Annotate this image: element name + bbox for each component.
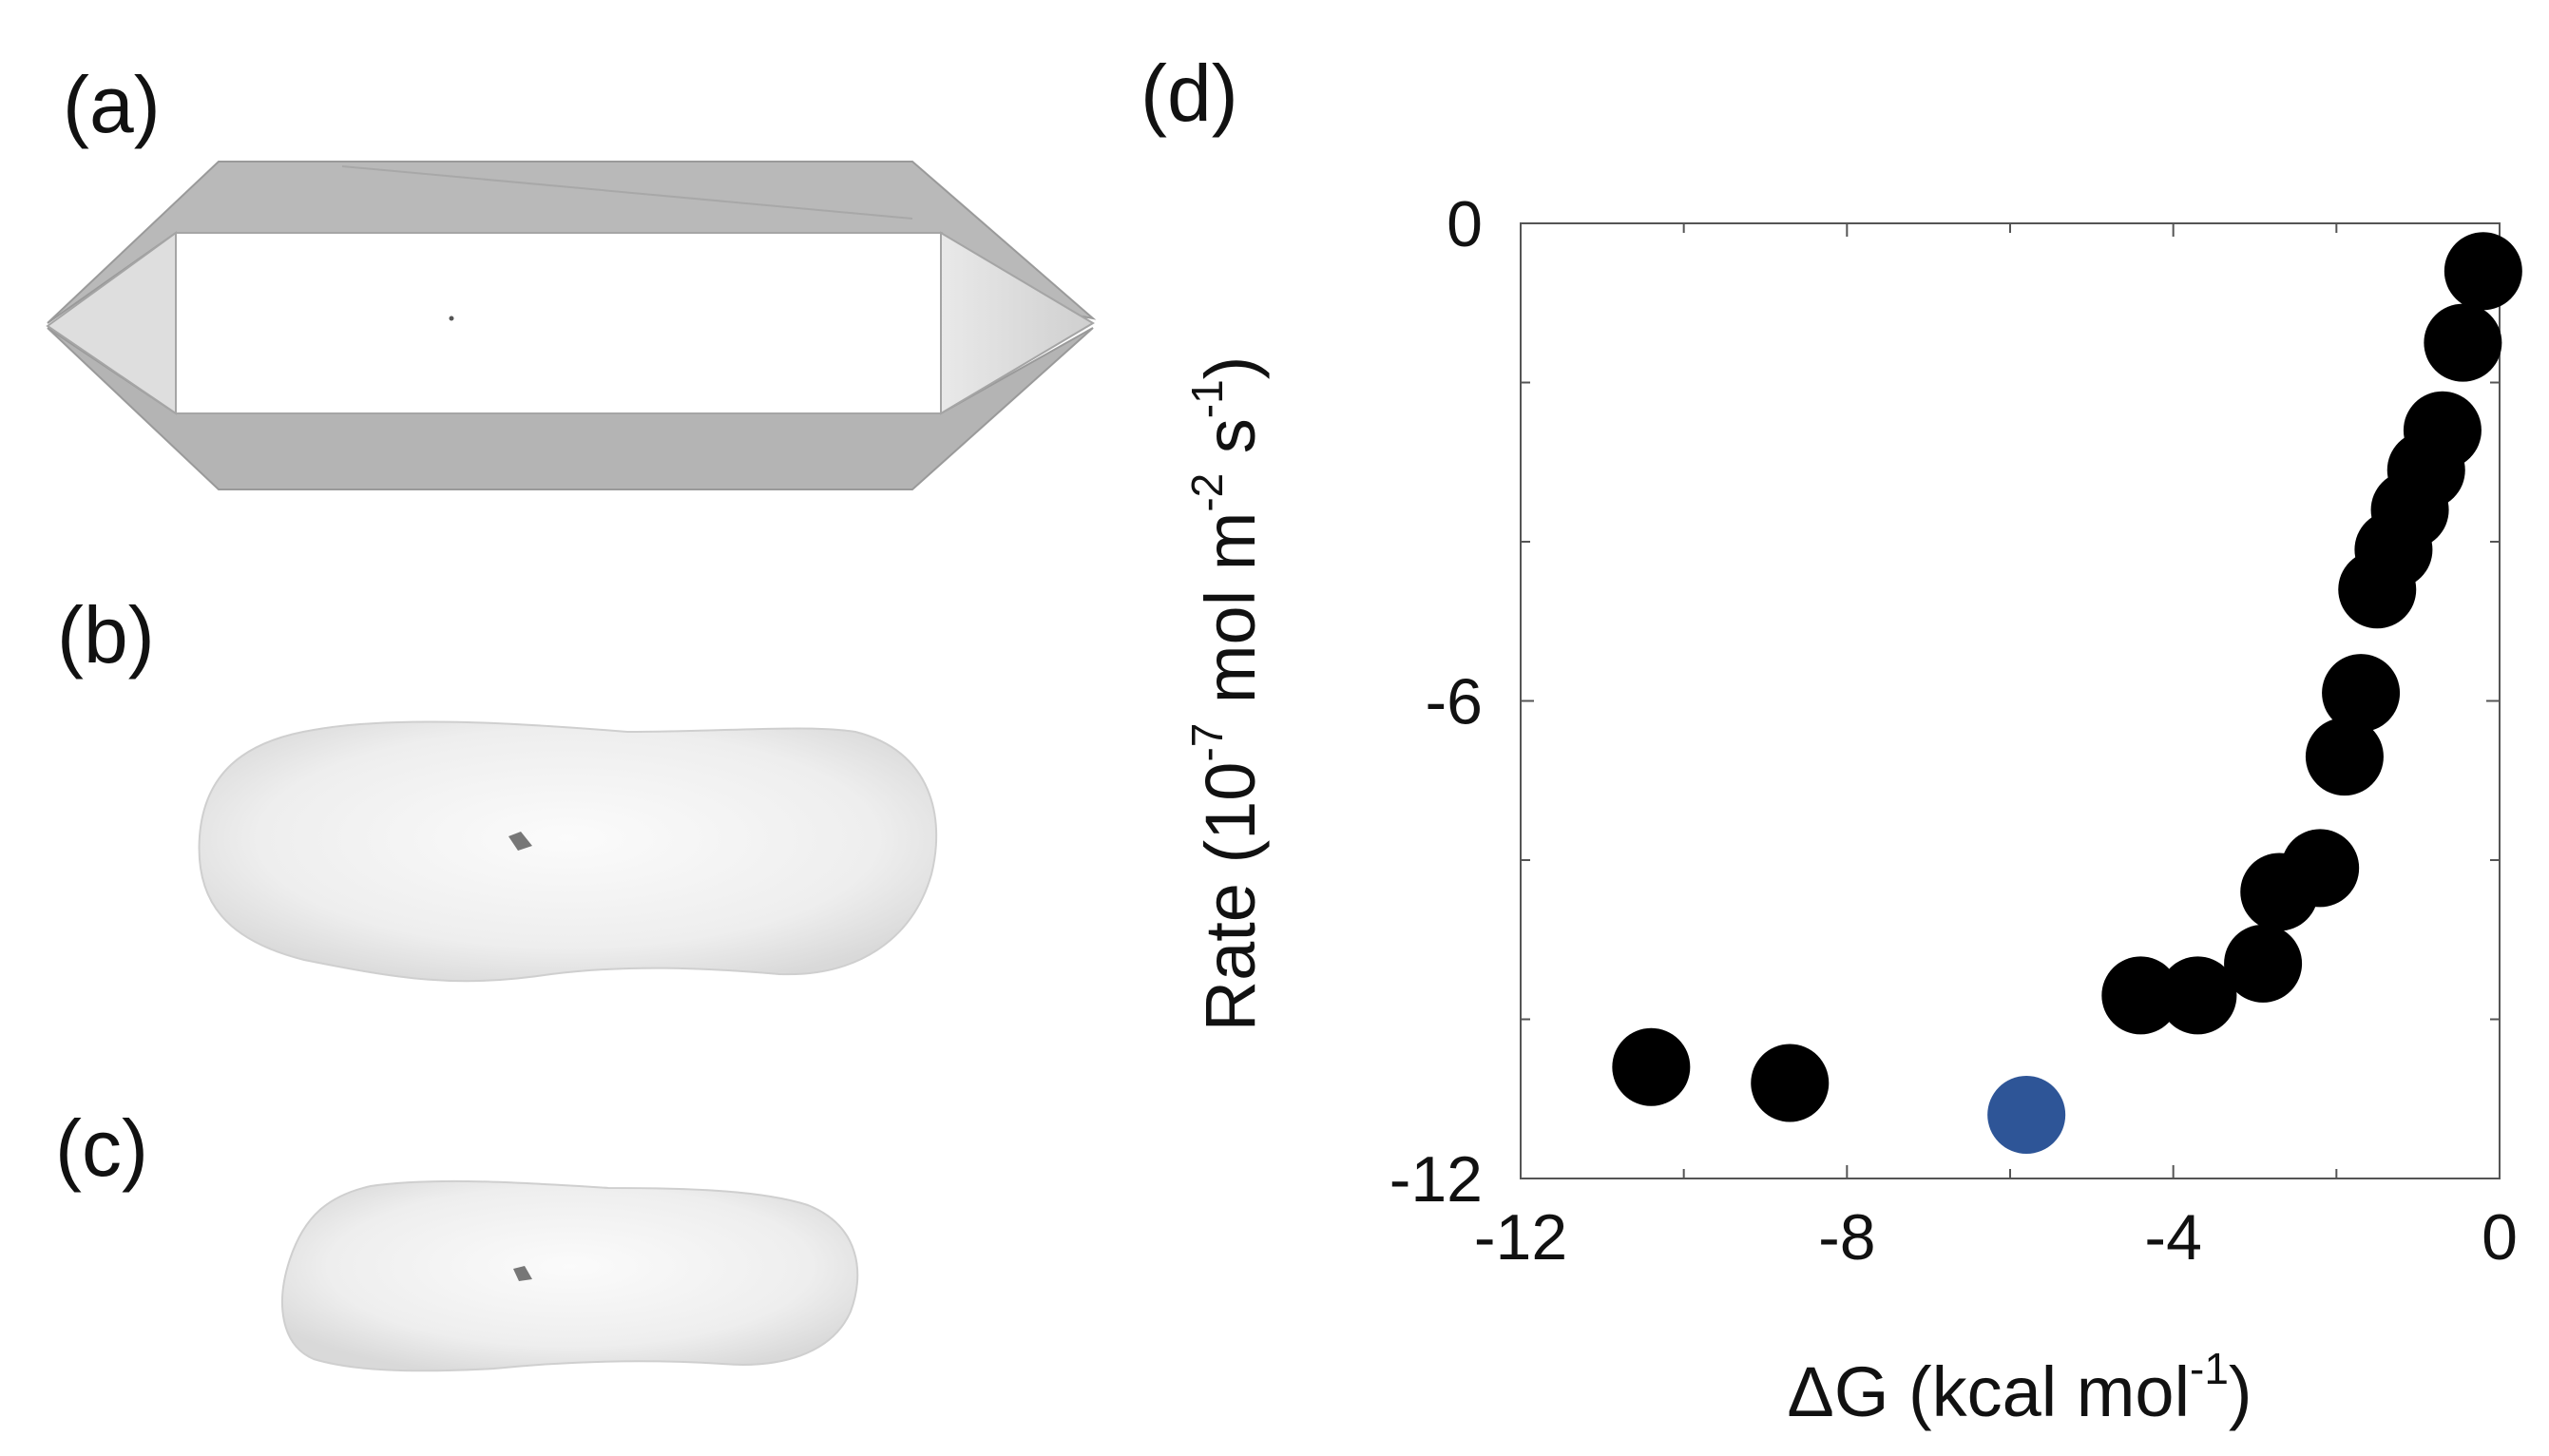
blob-c [281,1179,859,1372]
panel-label-a: (a) [63,60,161,149]
blob-b [198,720,938,983]
data-point [2281,829,2360,908]
x-axis-title: ΔG (kcal mol-1) [1787,1344,2252,1431]
data-point [1612,1027,1691,1106]
crystal-edge-line [341,165,913,220]
crystal-dissolved-shape-c [281,1179,859,1372]
data-point [2158,956,2237,1035]
y-tick-label: -6 [1426,666,1483,738]
x-tick-label: -8 [1818,1201,1875,1274]
x-tick-label: -4 [2144,1201,2201,1274]
data-points [1612,232,2522,1154]
panel-label-c: (c) [55,1103,148,1193]
y-axis-title: Rate (10-7 mol m-2 s-1) [1182,356,1270,1032]
y-tick-label: 0 [1447,188,1483,260]
panel-label-d: (d) [1140,48,1238,138]
x-axis-ticks: -12 -8 -4 0 [1474,223,2518,1274]
blob-c-notch [513,1266,532,1281]
x-tick-label: -12 [1474,1201,1567,1274]
data-point [1751,1044,1830,1122]
panel-label-b: (b) [57,590,155,680]
data-point [2424,303,2502,382]
data-point [2403,391,2482,469]
crystal-center-mark [449,316,454,321]
y-axis-ticks: 0 -6 -12 [1389,188,2500,1216]
data-point [2101,956,2180,1035]
highlight-data-point [1987,1076,2066,1154]
crystal-dissolved-shape-b [198,720,938,983]
data-point [2444,232,2522,311]
crystal-ideal-shape [46,161,1097,490]
x-tick-label: 0 [2482,1201,2518,1274]
crystal-front-face [175,232,942,414]
blob-b-notch [508,832,532,851]
minor-ticks [1521,223,2500,1178]
data-point [2224,924,2303,1003]
rate-chart: -12 -8 -4 0 0 -6 -12 ΔG (kcal mol-1) Rate (10… [1182,188,2522,1431]
data-point [2322,654,2401,733]
y-tick-label: -12 [1389,1143,1483,1216]
data-point [2305,718,2384,796]
